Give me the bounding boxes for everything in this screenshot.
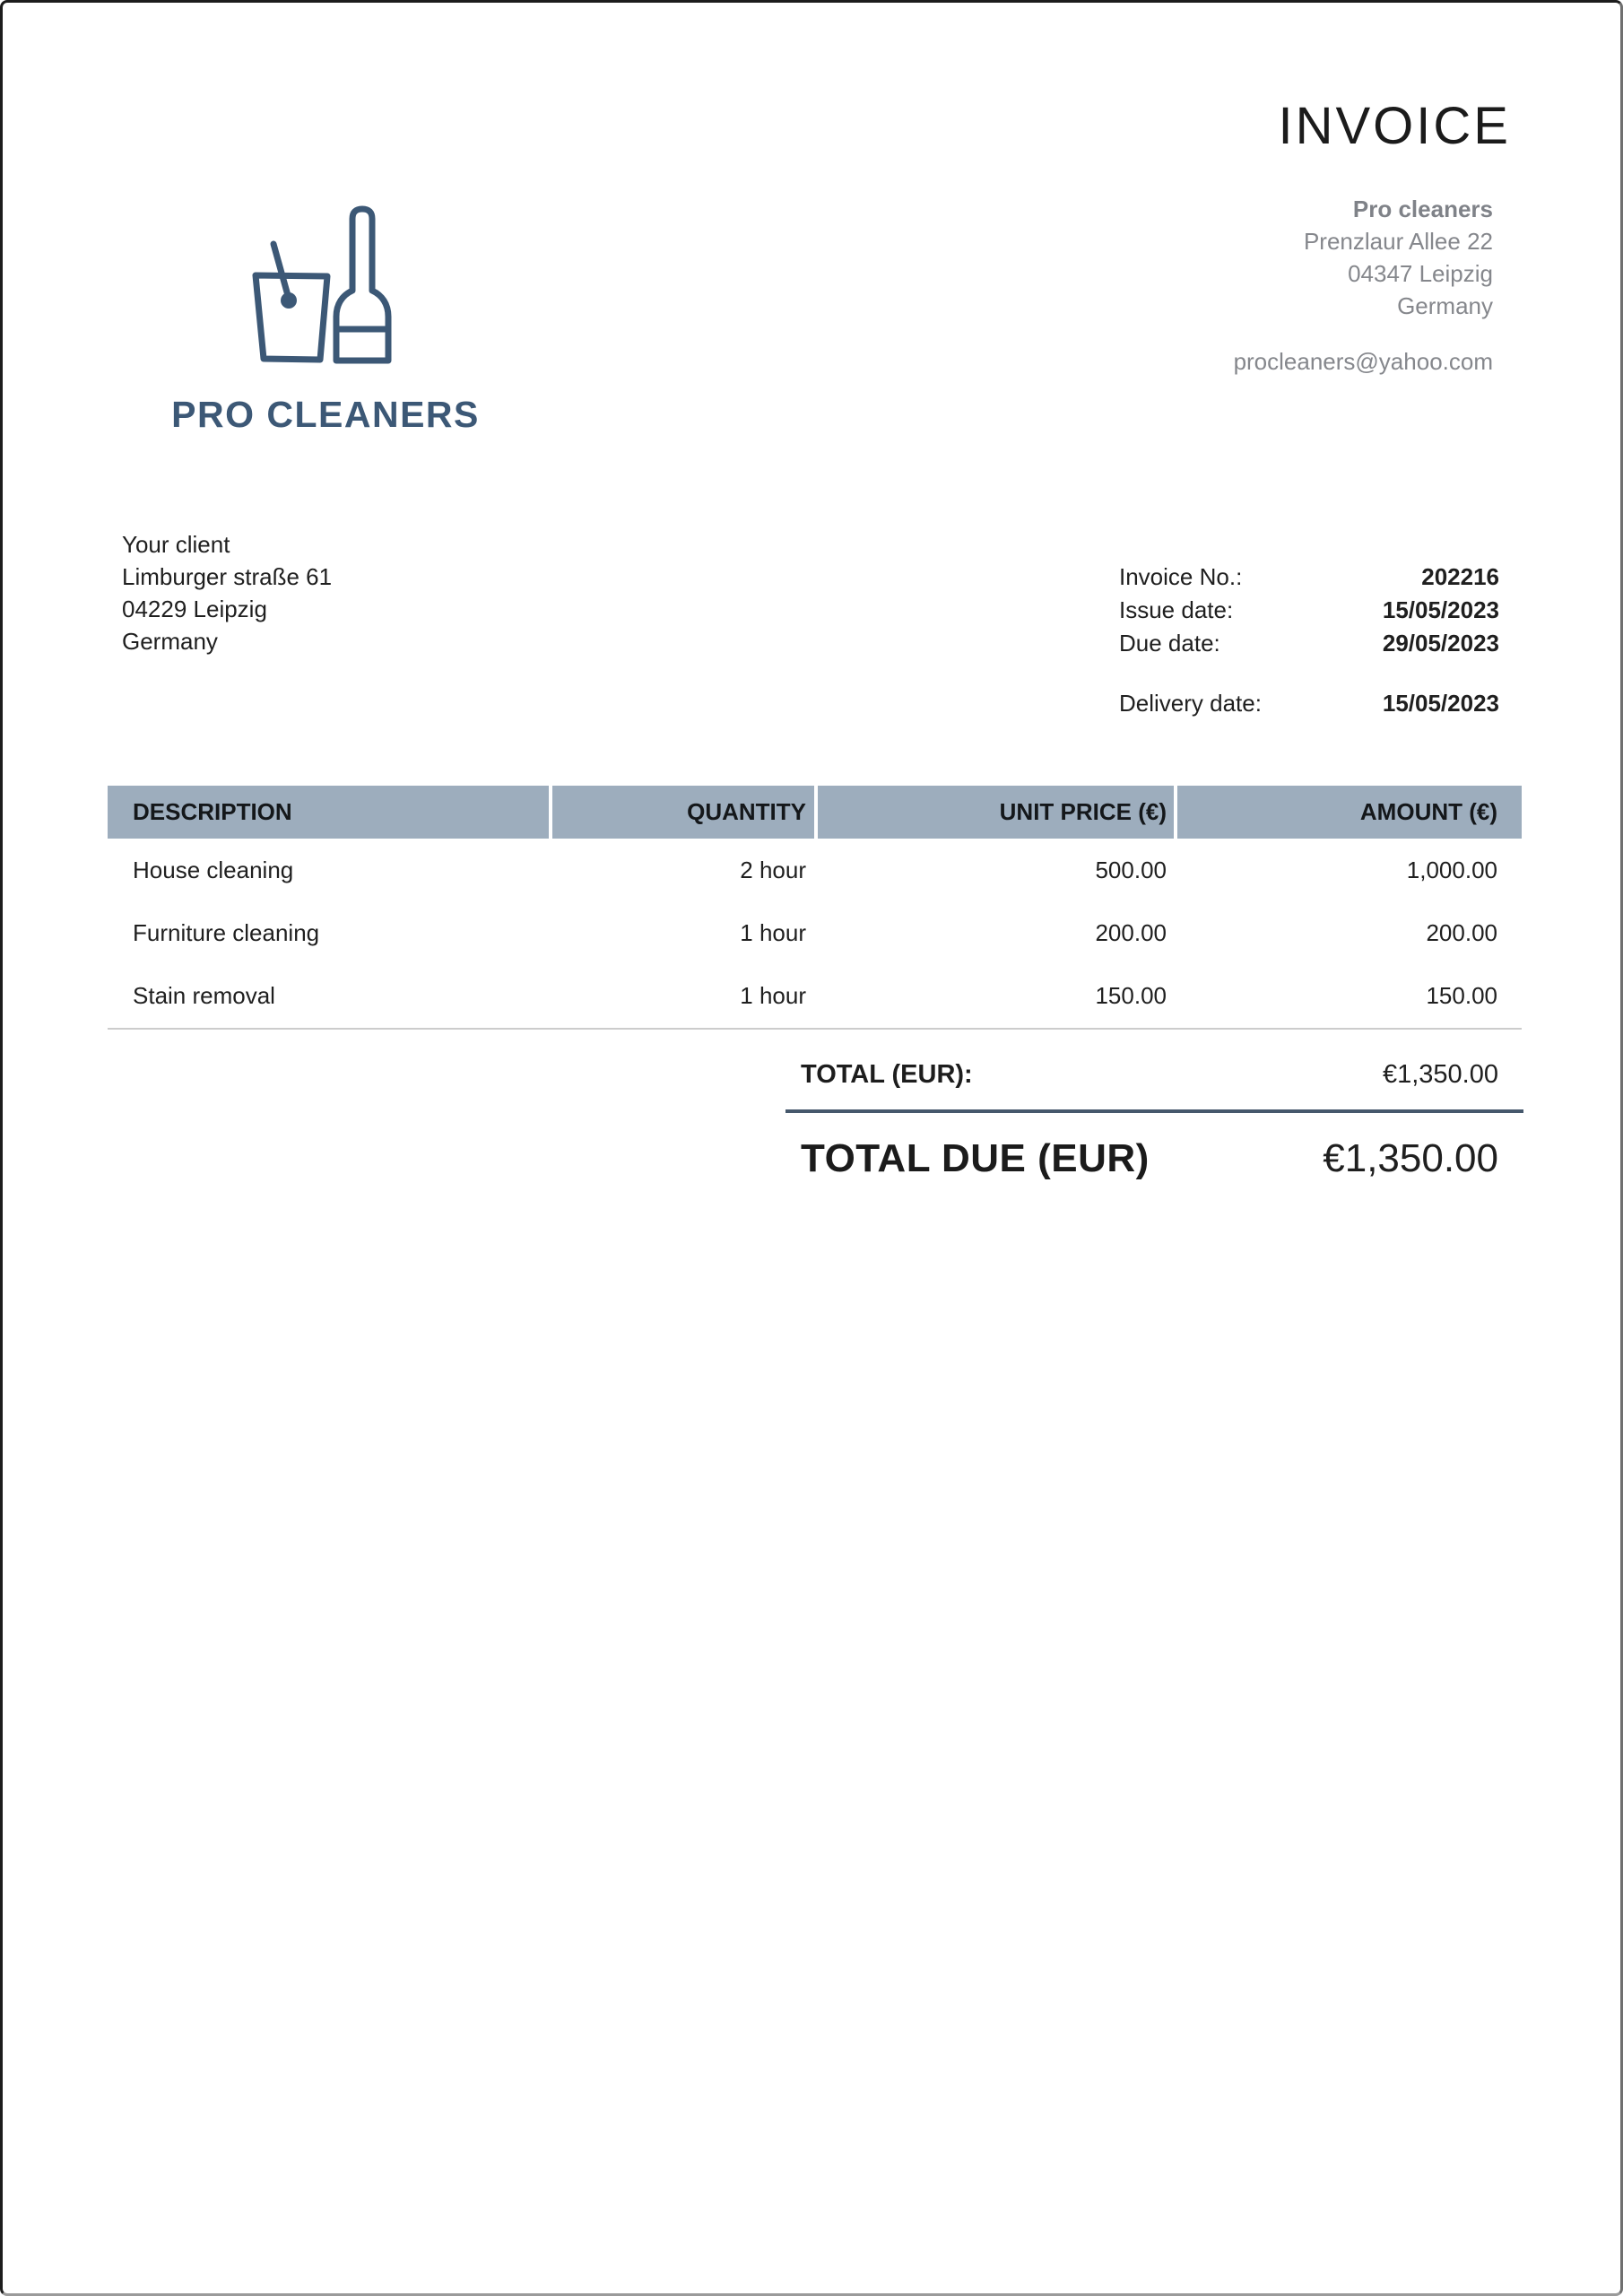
client-line: Your client [122,531,230,558]
invoice-number-label: Invoice No.: [1119,563,1243,590]
company-address-line: Prenzlaur Allee 22 [1303,228,1493,255]
table-row: House cleaning 2 hour 500.00 1,000.00 [108,839,1522,901]
cell-description: House cleaning [133,856,294,883]
column-header-amount: AMOUNT (€) [1177,786,1522,839]
invoice-meta-block: Invoice No.: 202216 Issue date: 15/05/20… [1119,561,1499,720]
delivery-date-value: 15/05/2023 [1382,690,1499,717]
total-divider [785,1109,1523,1113]
invoice-number-value: 202216 [1421,563,1499,590]
company-email: procleaners@yahoo.com [1233,348,1493,375]
cell-amount: 200.00 [1426,918,1497,946]
client-line: Germany [122,628,218,655]
company-address-line: 04347 Leipzig [1348,260,1493,287]
subtotal-row: TOTAL (EUR): €1,350.00 [801,1052,1498,1097]
table-row: Furniture cleaning 1 hour 200.00 200.00 [108,901,1522,964]
due-date-value: 29/05/2023 [1382,630,1499,657]
column-header-description: DESCRIPTION [108,786,549,839]
cell-description: Furniture cleaning [133,918,320,946]
delivery-date-row: Delivery date: 15/05/2023 [1119,687,1499,720]
total-due-row: TOTAL DUE (EUR) €1,350.00 [801,1129,1498,1188]
cell-description: Stain removal [133,981,275,1009]
logo-wordmark: PRO CLEANERS [171,394,480,435]
cell-unit-price: 150.00 [1095,981,1167,1009]
table-header-row: DESCRIPTION QUANTITY UNIT PRICE (€) AMOU… [108,786,1522,839]
table-body: House cleaning 2 hour 500.00 1,000.00 Fu… [108,839,1522,1030]
column-header-quantity: QUANTITY [552,786,814,839]
issue-date-row: Issue date: 15/05/2023 [1119,594,1499,627]
company-name: Pro cleaners [1352,196,1493,222]
issue-date-value: 15/05/2023 [1382,596,1499,623]
cell-unit-price: 500.00 [1095,856,1167,883]
company-address-line: Germany [1397,292,1493,319]
bucket-and-dustpan-icon [252,205,392,364]
subtotal-label: TOTAL (EUR): [801,1059,973,1089]
cell-unit-price: 200.00 [1095,918,1167,946]
column-header-unit-price: UNIT PRICE (€) [818,786,1174,839]
cell-amount: 1,000.00 [1406,856,1497,883]
cell-quantity: 2 hour [740,856,806,883]
subtotal-value: €1,350.00 [1382,1059,1498,1089]
client-address-block: Your client Limburger straße 61 04229 Le… [122,528,332,657]
company-logo: PRO CLEANERS [142,205,509,436]
cell-quantity: 1 hour [740,918,806,946]
total-due-value: €1,350.00 [1323,1136,1498,1180]
company-address-block: Pro cleaners Prenzlaur Allee 22 04347 Le… [1234,193,1493,378]
client-line: Limburger straße 61 [122,563,333,590]
due-date-label: Due date: [1119,630,1220,657]
invoice-number-row: Invoice No.: 202216 [1119,561,1499,594]
cell-amount: 150.00 [1426,981,1497,1009]
delivery-date-label: Delivery date: [1119,690,1262,717]
client-line: 04229 Leipzig [122,596,267,622]
issue-date-label: Issue date: [1119,596,1234,623]
table-row: Stain removal 1 hour 150.00 150.00 [108,964,1522,1027]
cell-quantity: 1 hour [740,981,806,1009]
line-items-table: DESCRIPTION QUANTITY UNIT PRICE (€) AMOU… [108,786,1522,1030]
page-title: INVOICE [1278,97,1511,155]
total-due-label: TOTAL DUE (EUR) [801,1136,1150,1180]
due-date-row: Due date: 29/05/2023 [1119,627,1499,660]
